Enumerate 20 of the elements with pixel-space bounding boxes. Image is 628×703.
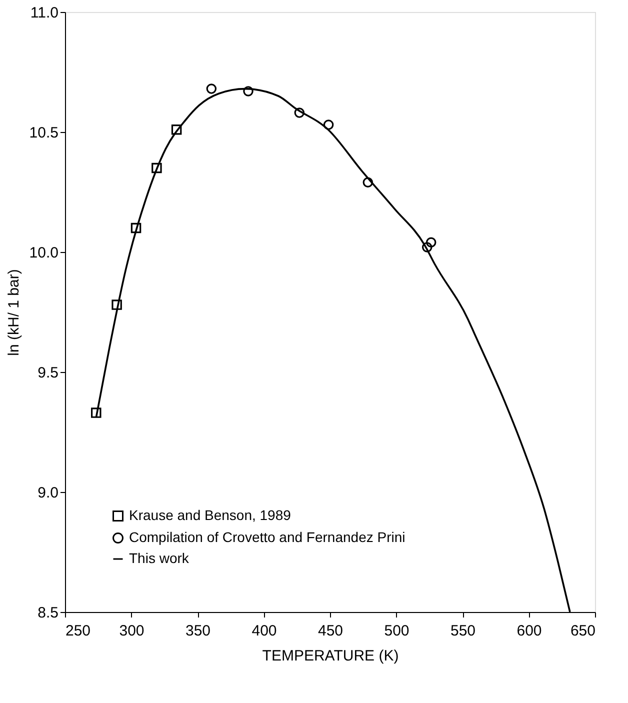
x-tick-label: 550 xyxy=(450,622,476,640)
x-tick-label: 450 xyxy=(318,622,344,640)
x-tick-label: 350 xyxy=(185,622,211,640)
y-tick-label: 9.5 xyxy=(38,364,58,382)
x-tick-label: 600 xyxy=(516,622,542,640)
x-tick-label: 250 xyxy=(66,622,91,640)
y-axis-title: ln (kH/ 1 bar) xyxy=(5,269,22,356)
x-tick-label: 400 xyxy=(252,622,277,640)
legend-label: This work xyxy=(129,550,190,566)
legend-label: Compilation of Crovetto and Fernandez Prini xyxy=(129,529,406,545)
legend-label: Krause and Benson, 1989 xyxy=(129,507,292,523)
x-tick-label: 300 xyxy=(119,622,144,640)
x-tick-label: 650 xyxy=(570,622,596,640)
y-tick-label: 9.0 xyxy=(38,484,58,502)
y-tick-label: 10.0 xyxy=(29,244,58,262)
y-tick-label: 8.5 xyxy=(38,604,58,622)
y-tick-label: 10.5 xyxy=(29,124,58,142)
y-tick-label: 11.0 xyxy=(30,4,58,22)
x-tick-label: 500 xyxy=(384,622,410,640)
x-axis-title: TEMPERATURE (K) xyxy=(262,648,399,664)
